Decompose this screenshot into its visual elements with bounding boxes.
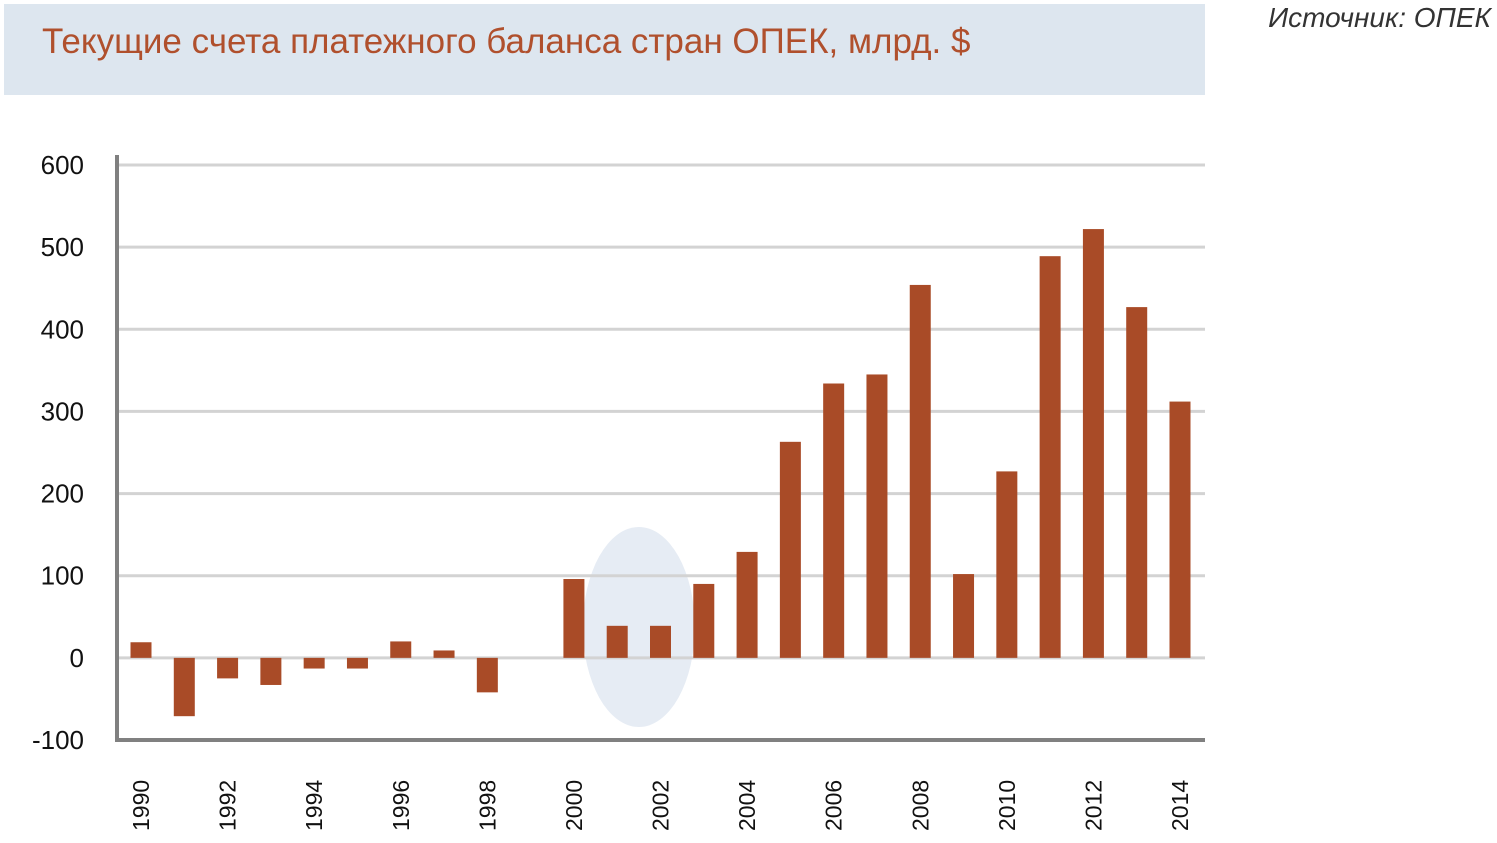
bar-1991	[173, 657, 195, 717]
bar-1997	[433, 650, 455, 658]
y-tick-label: 500	[41, 232, 84, 262]
x-tick-label: 2010	[994, 780, 1020, 831]
bar-1996	[390, 641, 412, 658]
x-tick-label: 2006	[821, 780, 847, 831]
bar-2013	[1126, 307, 1148, 658]
bar-2004	[736, 551, 758, 658]
bar-1995	[346, 657, 368, 669]
bar-1998	[476, 657, 498, 693]
x-tick-label: 2014	[1167, 780, 1193, 831]
bar-1990	[130, 642, 152, 658]
y-tick-label: 0	[70, 643, 84, 673]
bar-2008	[909, 284, 931, 658]
bar-1994	[303, 657, 325, 669]
x-tick-label: 1996	[388, 780, 414, 831]
bar-1993	[260, 657, 282, 685]
y-tick-label: 600	[41, 150, 84, 180]
bar-2005	[779, 441, 801, 658]
bar-2014	[1169, 401, 1191, 658]
source-note: Источник: ОПЕК	[1268, 2, 1491, 33]
chart-title: Текущие счета платежного баланса стран О…	[42, 22, 971, 61]
title-banner	[4, 4, 1205, 95]
x-tick-label: 2002	[648, 780, 674, 831]
y-tick-label: 100	[41, 561, 84, 591]
x-tick-label: 2000	[561, 780, 587, 831]
bar-2007	[866, 374, 888, 658]
bar-2003	[693, 583, 715, 658]
x-tick-label: 1990	[128, 780, 154, 831]
bar-2011	[1039, 256, 1061, 658]
bar-2012	[1082, 229, 1104, 658]
bar-2009	[953, 574, 975, 658]
y-tick-label: 200	[41, 479, 84, 509]
bar-1992	[217, 657, 239, 679]
y-tick-label: 300	[41, 396, 84, 426]
y-tick-label: 400	[41, 314, 84, 344]
x-tick-label: 1992	[215, 780, 241, 831]
x-tick-label: 1994	[301, 780, 327, 831]
x-tick-label: 1998	[474, 780, 500, 831]
highlight-ellipse	[582, 527, 695, 727]
x-tick-label: 2012	[1080, 780, 1106, 831]
bar-2010	[996, 471, 1018, 658]
x-tick-label: 2008	[907, 780, 933, 831]
bar-2002	[650, 625, 671, 658]
bar-2000	[563, 579, 585, 658]
x-tick-label: 2004	[734, 780, 760, 831]
bar-2006	[823, 383, 845, 658]
bar-2001	[606, 625, 628, 658]
y-tick-label: -100	[32, 725, 84, 755]
